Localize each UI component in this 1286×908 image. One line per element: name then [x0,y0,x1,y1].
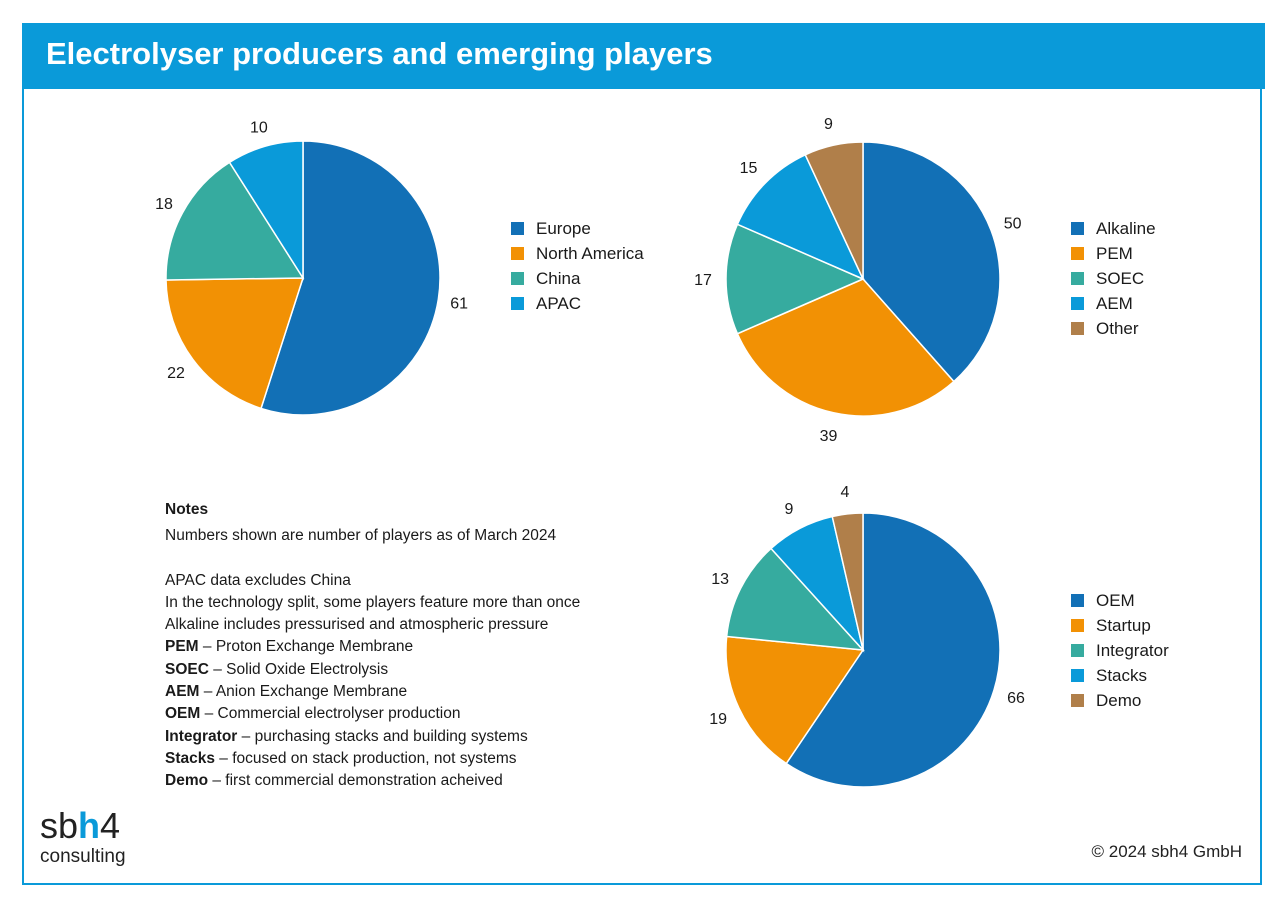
legend-item: SOEC [1071,266,1156,291]
data-label: 39 [820,428,838,445]
legend-item: Integrator [1071,638,1169,663]
notes-title: Notes [165,501,209,518]
data-label: 10 [250,119,268,136]
legend-region: Europe North America China APAC [511,216,644,316]
data-label: 66 [1007,690,1025,707]
legend-item: OEM [1071,588,1169,613]
pie-slice-alkaline [862,141,1001,383]
notes-block: Notes Numbers shown are number of player… [165,499,580,793]
data-label: 61 [450,295,468,312]
page-title: Electrolyser producers and emerging play… [46,36,713,71]
legend-label: SOEC [1096,268,1145,288]
data-label: 13 [711,571,729,588]
data-label: 9 [824,116,833,133]
data-label: 50 [1004,215,1022,232]
pie-slice-europe [260,140,441,416]
notes-def: AEM – Anion Exchange Membrane [165,683,408,701]
header-bar: Electrolyser producers and emerging play… [22,23,1265,89]
legend-item: Alkaline [1071,216,1156,241]
legend-item: Europe [511,216,644,241]
notes-line: Numbers shown are number of players as o… [165,527,557,545]
pie-chart-player-type: 66 19 13 9 4 [709,484,1025,788]
legend-label: OEM [1096,590,1135,610]
legend-label: China [536,268,581,288]
legend-label: Startup [1096,615,1151,635]
data-label: 22 [167,365,185,382]
legend-label: Europe [536,218,591,238]
legend-swatch [1071,694,1084,707]
pie-slice-oem [785,512,1001,788]
pie-slice-apac [228,140,304,281]
legend-player-type: OEM Startup Integrator Stacks Demo [1071,588,1169,713]
pie-slice-integrator [725,547,865,651]
notes-def: Demo – first commercial demonstration ac… [165,772,503,790]
legend-label: APAC [536,293,582,313]
legend-swatch [511,247,524,260]
legend-swatch [511,222,524,235]
legend-swatch [1071,619,1084,632]
legend-item: AEM [1071,291,1156,316]
legend-label: AEM [1096,293,1133,313]
legend-item: PEM [1071,241,1156,266]
legend-item: Demo [1071,688,1169,713]
legend-swatch [1071,644,1084,657]
pie-slice-north-america [165,277,305,410]
data-label: 18 [155,196,173,213]
legend-item: Startup [1071,613,1169,638]
legend-swatch [1071,669,1084,682]
legend-item: Stacks [1071,663,1169,688]
company-logo: sbh4 consulting [40,805,126,868]
pie-slice-startup [725,635,865,765]
pie-slice-demo [831,512,864,651]
pie-chart-region: 61 22 18 10 [155,119,468,416]
legend-item: North America [511,241,644,266]
legend-label: Alkaline [1096,218,1156,238]
legend-item: China [511,266,644,291]
copyright-text: © 2024 sbh4 GmbH [1091,842,1243,861]
legend-swatch [511,297,524,310]
legend-technology: Alkaline PEM SOEC AEM Other [1071,216,1156,341]
legend-label: PEM [1096,243,1133,263]
notes-def: Stacks – focused on stack production, no… [165,749,517,767]
data-label: 9 [784,501,793,518]
notes-line: APAC data excludes China [165,571,351,589]
pie-chart-technology: 50 39 17 15 9 [694,116,1022,445]
legend-swatch [1071,594,1084,607]
legend-item: Other [1071,316,1156,341]
notes-line: In the technology split, some players fe… [165,593,581,611]
pie-slice-pem [736,278,955,417]
data-label: 17 [694,272,712,289]
legend-swatch [1071,322,1084,335]
legend-label: North America [536,243,644,263]
notes-def: OEM – Commercial electrolyser production [165,705,461,723]
notes-def: PEM – Proton Exchange Membrane [165,638,414,656]
pie-slice-china [165,161,305,281]
pie-slice-soec [725,223,865,335]
notes-def: SOEC – Solid Oxide Electrolysis [165,660,389,678]
data-label: 19 [709,711,727,728]
data-label: 4 [840,484,849,501]
legend-label: Other [1096,318,1139,338]
pie-slice-other [804,141,864,280]
legend-swatch [1071,222,1084,235]
legend-swatch [1071,247,1084,260]
legend-swatch [1071,272,1084,285]
legend-swatch [511,272,524,285]
legend-swatch [1071,297,1084,310]
notes-def: Integrator – purchasing stacks and build… [165,727,528,745]
legend-item: APAC [511,291,644,316]
legend-label: Demo [1096,690,1142,710]
data-label: 15 [740,160,758,177]
legend-label: Stacks [1096,665,1148,685]
notes-line: Alkaline includes pressurised and atmosp… [165,616,549,634]
legend-label: Integrator [1096,640,1169,660]
pie-slice-aem [736,153,865,281]
